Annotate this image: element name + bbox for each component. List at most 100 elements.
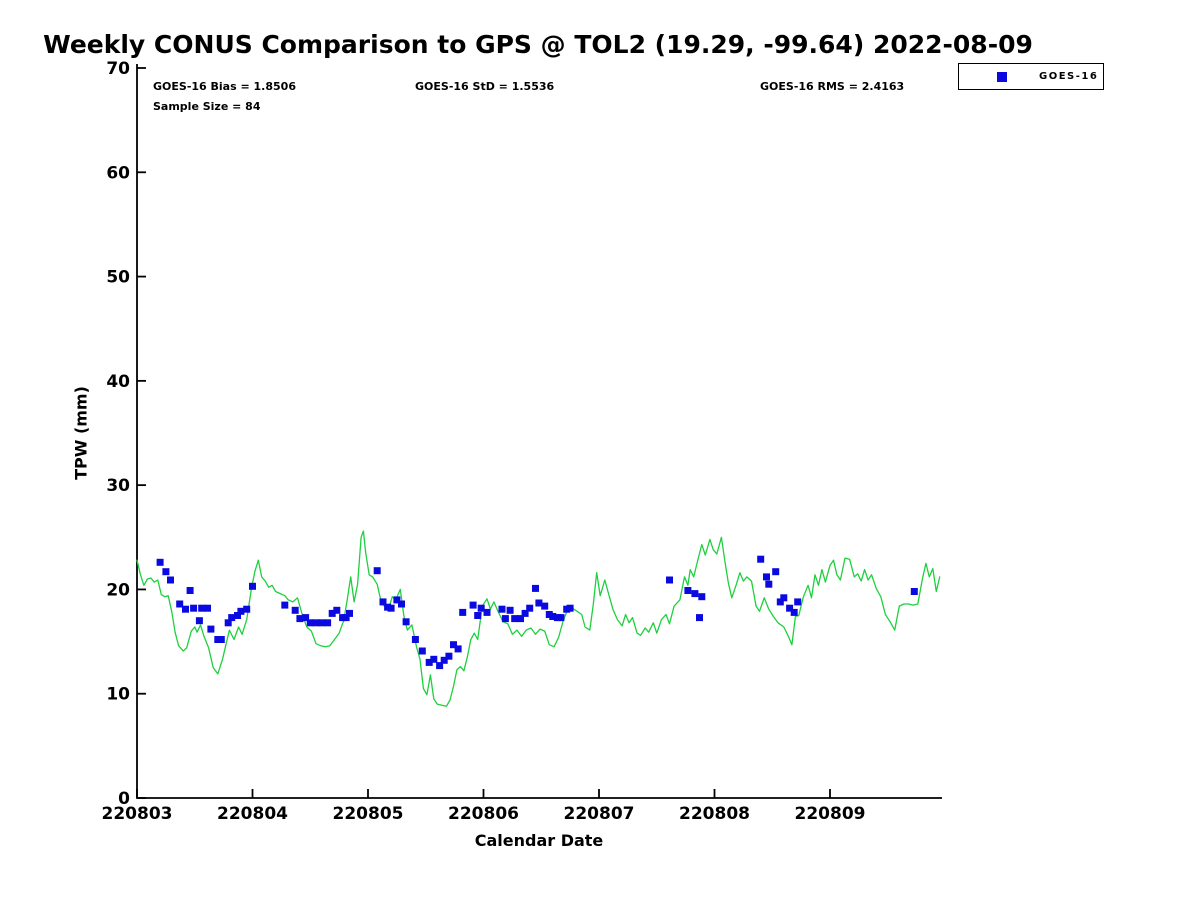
x-tick-label: 220807 (564, 804, 635, 824)
y-tick-label: 20 (106, 580, 130, 600)
goes16-marker (228, 614, 236, 622)
y-tick-label: 70 (106, 59, 130, 79)
goes16-marker (684, 587, 692, 594)
goes16-marker (411, 636, 419, 643)
goes16-marker (517, 615, 524, 623)
goes16-marker (469, 601, 477, 609)
goes16-marker (772, 568, 780, 576)
goes16-marker (237, 607, 245, 615)
y-tick-label: 30 (106, 476, 130, 496)
goes16-marker (532, 584, 539, 592)
goes16-marker (156, 558, 164, 566)
goes16-marker (698, 593, 706, 601)
goes16-marker (234, 612, 241, 619)
x-tick-label: 220805 (333, 804, 404, 824)
goes16-marker (763, 573, 770, 581)
goes16-marker (162, 568, 170, 576)
goes16-marker (387, 604, 395, 612)
goes16-marker (167, 576, 174, 584)
legend-box: GOES-16 (958, 63, 1104, 90)
goes16-marker (477, 604, 485, 612)
goes16-marker (176, 600, 184, 608)
goes16-marker (281, 601, 289, 609)
goes16-marker (425, 658, 433, 666)
goes16-marker (501, 615, 509, 623)
goes16-marker (541, 602, 549, 610)
y-tick-label: 0 (118, 789, 130, 809)
goes16-marker (190, 604, 198, 612)
stat-std: GOES-16 StD = 1.5536 (415, 80, 555, 93)
goes16-marker (535, 599, 543, 607)
goes16-marker (393, 596, 401, 604)
stat-sample-size: Sample Size = 84 (153, 100, 261, 113)
goes16-marker (440, 656, 448, 664)
goes16-marker (521, 609, 529, 617)
goes16-marker (786, 604, 794, 612)
goes16-marker (691, 590, 699, 598)
goes16-marker (249, 582, 256, 590)
legend-label: GOES-16 (1039, 71, 1099, 82)
goes16-marker (557, 614, 565, 622)
goes16-marker (506, 606, 514, 614)
goes16-marker (498, 605, 506, 613)
goes16-marker (346, 609, 353, 617)
y-tick-label: 60 (106, 163, 130, 183)
goes16-marker (436, 662, 444, 670)
goes16-marker (324, 619, 332, 627)
y-axis-label: TPW (mm) (71, 386, 91, 480)
x-tick-label: 220803 (102, 804, 173, 824)
gps-line (136, 530, 941, 707)
goes16-marker (204, 604, 211, 612)
goes16-marker (207, 625, 215, 633)
goes16-marker (696, 614, 703, 622)
goes16-marker (195, 617, 203, 625)
goes16-marker (182, 605, 189, 613)
goes16-marker (198, 604, 206, 612)
goes16-marker (296, 615, 304, 623)
x-tick-label: 220804 (217, 804, 288, 824)
stat-bias: GOES-16 Bias = 1.8506 (153, 80, 296, 93)
x-tick-label: 220808 (679, 804, 750, 824)
goes16-marker (318, 619, 326, 627)
goes16-marker (794, 598, 802, 606)
goes16-marker (454, 645, 462, 653)
goes16-marker (776, 598, 784, 606)
y-tick-label: 50 (106, 268, 130, 288)
goes16-marker (757, 555, 765, 563)
x-axis-label: Calendar Date (474, 831, 604, 850)
goes16-marker (474, 612, 482, 619)
goes16-marker (526, 604, 534, 612)
goes16-marker (483, 608, 491, 616)
goes16-marker (302, 614, 310, 622)
goes16-marker (328, 609, 336, 617)
goes16-marker (418, 647, 426, 655)
goes16-marker (666, 576, 673, 584)
goes16-marker (217, 636, 225, 643)
goes16-marker (790, 608, 798, 616)
goes16-marker (459, 608, 467, 616)
x-tick-label: 220806 (448, 804, 519, 824)
goes16-marker (430, 655, 438, 663)
chart-title: Weekly CONUS Comparison to GPS @ TOL2 (1… (43, 30, 1033, 59)
y-tick-label: 10 (106, 685, 130, 705)
goes16-marker (342, 614, 350, 622)
goes16-marker (186, 587, 194, 594)
goes16-marker (445, 652, 453, 660)
goes16-marker (511, 615, 519, 623)
goes16-marker (224, 619, 232, 627)
goes16-legend-marker-icon (997, 71, 1007, 82)
x-tick-label: 220809 (795, 804, 866, 824)
goes16-marker (398, 600, 405, 608)
goes16-marker (243, 605, 251, 613)
goes16-marker (780, 594, 788, 602)
y-tick-label: 40 (106, 372, 130, 392)
goes16-marker (450, 641, 457, 649)
goes16-marker (333, 606, 341, 614)
goes16-marker (402, 618, 410, 626)
goes16-marker (566, 604, 574, 612)
goes16-marker (379, 598, 387, 606)
goes16-marker (549, 613, 557, 620)
goes16-marker (765, 580, 773, 588)
